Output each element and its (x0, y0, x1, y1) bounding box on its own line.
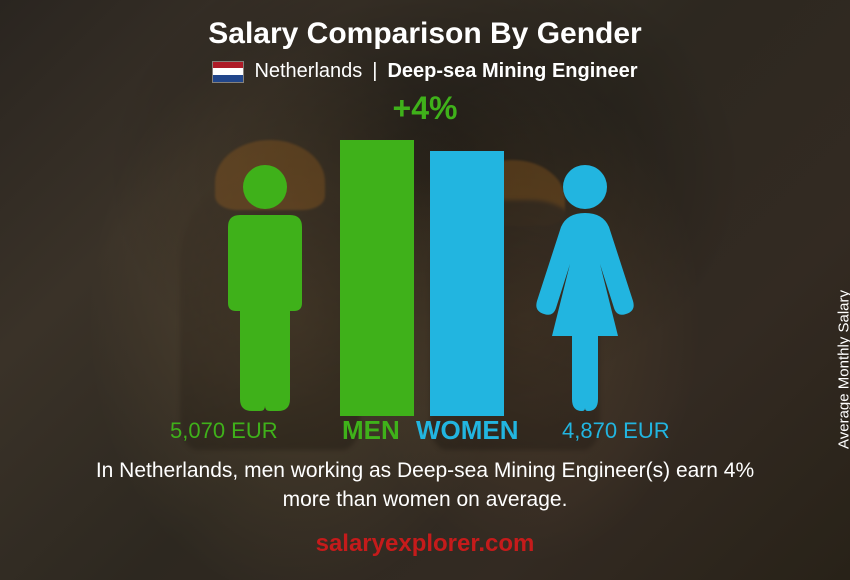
male-svg (210, 161, 320, 411)
description: In Netherlands, men working as Deep-sea … (80, 457, 770, 514)
y-axis-label: Average Monthly Salary (836, 290, 850, 449)
women-label: WOMEN (416, 415, 519, 446)
title-text: Salary Comparison By Gender (208, 17, 641, 50)
footer-brand: salaryexplorer.com (0, 530, 850, 558)
women-salary: 4,870 EUR (562, 418, 670, 444)
subtitle: Netherlands | Deep-sea Mining Engineer (0, 60, 850, 83)
difference-label: +4% (393, 90, 458, 127)
flag-stripe-red (213, 62, 243, 69)
subtitle-sep: | (372, 60, 377, 83)
men-salary: 5,070 EUR (170, 418, 278, 444)
male-icon (210, 161, 320, 416)
female-svg (530, 161, 640, 411)
subtitle-country: Netherlands (254, 60, 362, 83)
netherlands-flag-icon (212, 61, 244, 83)
men-label: MEN (342, 415, 400, 446)
bar-men (340, 140, 414, 416)
flag-stripe-blue (213, 75, 243, 82)
flag-stripe-white (213, 68, 243, 75)
page-title: Salary Comparison By Gender (0, 14, 850, 51)
chart: +4% 5,070 EUR MEN WOMEN 4,870 EUR (0, 90, 850, 450)
subtitle-role: Deep-sea Mining Engineer (387, 60, 637, 83)
bar-women (430, 151, 504, 416)
female-icon (530, 161, 640, 416)
